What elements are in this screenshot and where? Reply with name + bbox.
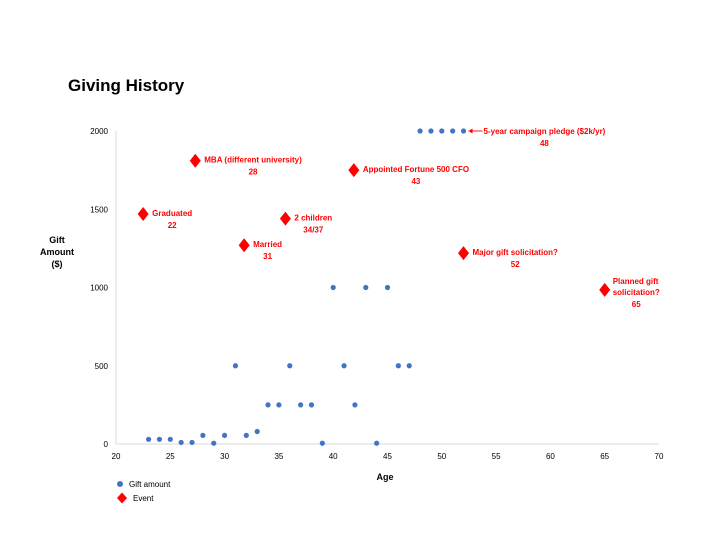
gift-point — [232, 363, 239, 369]
gift-point — [276, 402, 282, 408]
x-tick-label: 60 — [546, 452, 555, 461]
x-tick-label: 25 — [166, 452, 175, 461]
annotation-age: 65 — [632, 300, 641, 309]
event-diamond — [189, 153, 201, 168]
gift-point — [167, 436, 173, 442]
event-diamond — [279, 211, 291, 226]
gift-point — [243, 432, 249, 438]
gift-point — [287, 363, 293, 369]
gift-point — [222, 432, 228, 438]
legend-label-gift-amount: Gift amount — [129, 479, 171, 489]
y-axis-label: Gift Amount ($) — [40, 235, 74, 269]
event-diamond — [348, 163, 360, 178]
x-tick-label: 50 — [437, 452, 446, 461]
diamond-marker-icon — [117, 492, 127, 504]
legend: Gift amount Event — [116, 477, 170, 505]
annotation-age: 43 — [411, 177, 420, 186]
annotation-age: 28 — [249, 168, 258, 177]
annotation-label: 2 children — [294, 214, 332, 223]
annotation-arrowhead — [468, 128, 473, 134]
x-tick-label: 70 — [655, 452, 664, 461]
legend-item-gift-amount: Gift amount — [116, 477, 170, 491]
y-tick-label: 1500 — [90, 205, 108, 214]
annotation-label: Married — [253, 240, 282, 249]
annotation-age: 34/37 — [303, 226, 324, 235]
annotation-age: 31 — [263, 252, 272, 261]
y-tick-label: 2000 — [90, 127, 108, 136]
gift-point — [341, 363, 347, 369]
y-tick-label: 0 — [104, 440, 109, 449]
gift-point — [254, 428, 260, 435]
gift-point — [145, 436, 152, 442]
gift-point — [308, 402, 315, 408]
gift-point — [319, 440, 325, 446]
gift-point — [178, 439, 184, 446]
annotation-age: 52 — [511, 260, 520, 269]
event-diamond — [599, 282, 611, 297]
chart-title: Giving History — [68, 76, 185, 95]
gift-point — [374, 440, 380, 446]
gift-point — [363, 284, 369, 291]
event-diamond — [137, 206, 149, 221]
y-tick-label: 500 — [95, 362, 109, 371]
legend-item-event: Event — [116, 491, 170, 505]
x-tick-label: 20 — [112, 452, 121, 461]
annotation-label: Planned gift — [613, 277, 659, 286]
annotation-label: Appointed Fortune 500 CFO — [363, 165, 469, 174]
gift-point — [330, 284, 336, 291]
x-tick-label: 55 — [492, 452, 501, 461]
y-tick-label: 1000 — [90, 284, 108, 293]
gift-point — [189, 439, 195, 446]
x-tick-label: 45 — [383, 452, 392, 461]
circle-marker-icon — [117, 481, 123, 487]
annotation-label: Major gift solicitation? — [473, 248, 558, 257]
x-tick-label: 35 — [274, 452, 283, 461]
gift-point — [428, 128, 434, 134]
annotation-label: Graduated — [152, 209, 192, 218]
event-diamond — [458, 246, 470, 261]
gift-point — [352, 402, 358, 408]
gift-point — [450, 128, 456, 134]
x-tick-label: 65 — [600, 452, 609, 461]
gift-point — [156, 436, 163, 442]
annotation-label-line2: solicitation? — [613, 288, 660, 297]
gift-point — [417, 128, 423, 134]
x-tick-label: 40 — [329, 452, 338, 461]
gift-point — [395, 363, 401, 369]
legend-label-event: Event — [133, 493, 154, 503]
annotation-age: 48 — [540, 139, 549, 148]
event-diamond — [238, 238, 250, 253]
gift-point — [298, 402, 304, 408]
x-tick-label: 30 — [220, 452, 229, 461]
gift-point — [265, 402, 271, 408]
annotation-label: 5-year campaign pledge ($2k/yr) — [484, 127, 606, 136]
annotation-age: 22 — [168, 221, 177, 230]
gift-point — [439, 128, 445, 134]
gift-point — [406, 363, 412, 369]
gift-point — [384, 284, 391, 291]
x-axis-label: Age — [376, 472, 394, 482]
gift-point — [211, 440, 217, 446]
annotation-label: MBA (different university) — [204, 156, 302, 165]
gift-point — [200, 432, 206, 438]
gift-point — [460, 128, 467, 134]
